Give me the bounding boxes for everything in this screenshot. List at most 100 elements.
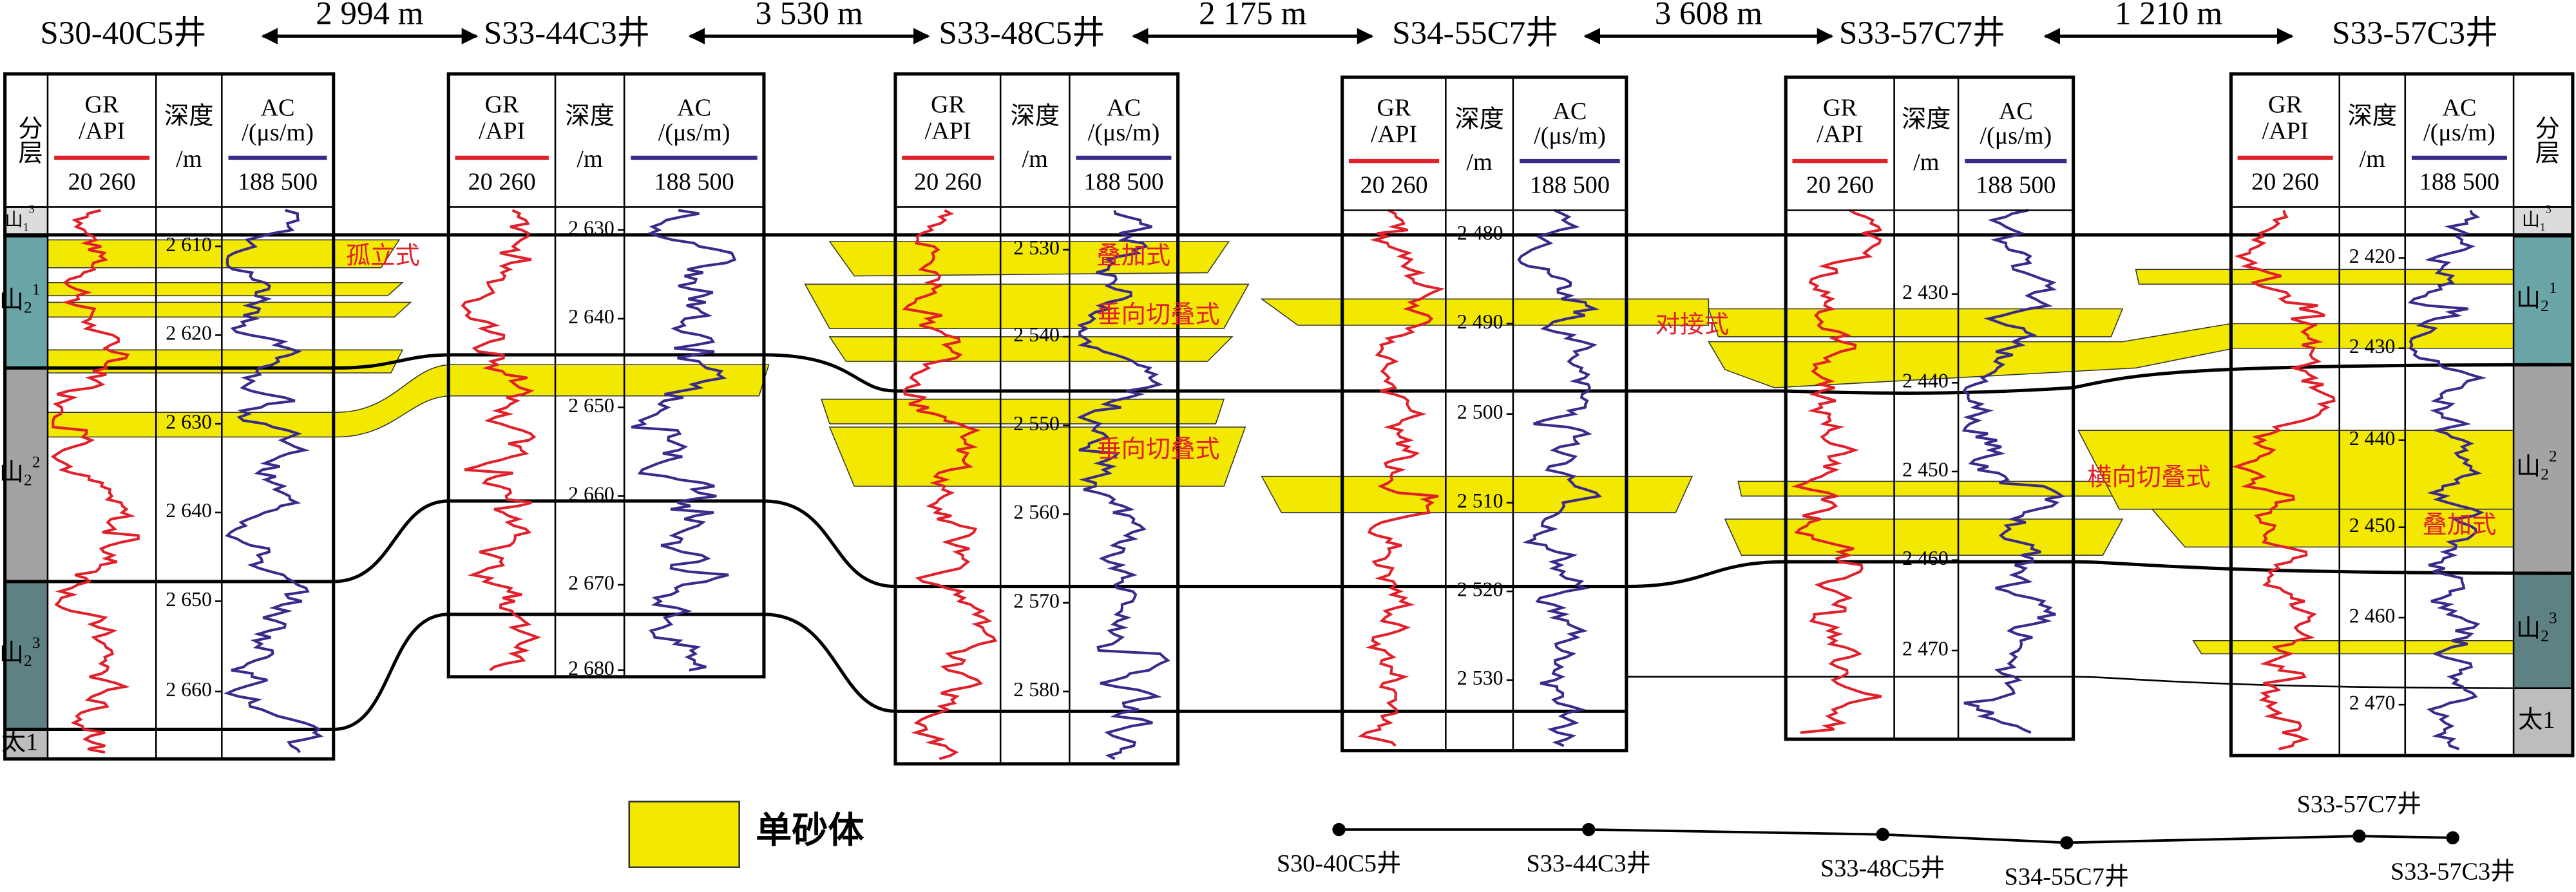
header-ac: AC xyxy=(1552,98,1587,125)
depth-label: 2 670 xyxy=(568,571,615,594)
distance-label: 2 175 m xyxy=(1199,0,1306,32)
depth-label: 2 470 xyxy=(1902,637,1949,660)
layer-sup: 3 xyxy=(29,203,35,216)
sand-body xyxy=(2135,269,2514,285)
header-depth: 深度 xyxy=(164,102,214,129)
gr-curve xyxy=(902,209,998,761)
well-frame xyxy=(2229,72,2575,757)
header-gr-scale: 20 260 xyxy=(2251,168,2319,195)
annotation: 垂向切叠式 xyxy=(1096,301,1219,328)
correlation-line xyxy=(1626,676,2573,689)
header-gr-scale: 20 260 xyxy=(1360,172,1427,199)
correlation-line xyxy=(5,499,2573,589)
depth-label: 2 630 xyxy=(568,216,615,239)
header-ac-scale: 188 500 xyxy=(2419,168,2499,195)
header-ac-scale: 188 500 xyxy=(654,168,734,195)
layer-base: 太1 xyxy=(2518,707,2555,734)
header-depth: 深度 xyxy=(1455,106,1503,133)
ac-curve xyxy=(1961,209,2066,734)
well-background xyxy=(1342,77,1627,751)
header-ac: AC xyxy=(260,95,294,122)
layer-band xyxy=(2514,688,2573,756)
well-name: S33-44C3井 xyxy=(484,15,650,52)
header-depth-unit: /m xyxy=(1913,149,1940,176)
sand-body xyxy=(1260,298,1710,326)
header-layer: 分层 xyxy=(2532,115,2559,165)
map-label: S33-44C3井 xyxy=(1527,850,1651,877)
well-name: S34-55C7井 xyxy=(1392,15,1558,52)
depth-label: 2 470 xyxy=(2349,691,2396,714)
map-label: S30-40C5井 xyxy=(1277,850,1401,877)
layer-label: 山22 xyxy=(2516,446,2557,483)
layer-base: 山 xyxy=(2516,453,2541,480)
gr-curve xyxy=(461,209,542,672)
header-ac: AC xyxy=(2442,95,2476,122)
header-ac-unit: /(μs/m) xyxy=(242,119,314,146)
depth-label: 2 680 xyxy=(568,657,615,679)
layer-sup: 2 xyxy=(2549,446,2557,465)
header-ac-unit: /(μs/m) xyxy=(1980,122,2052,149)
layer-base: 太1 xyxy=(1,728,38,755)
gr-curve xyxy=(1358,209,1445,747)
map-label: S33-57C7井 xyxy=(2297,791,2421,818)
depth-label: 2 630 xyxy=(166,410,212,433)
layer-label: 山21 xyxy=(0,280,40,316)
sand-body xyxy=(1737,480,2123,497)
ac-curve xyxy=(631,209,737,672)
header-depth: 深度 xyxy=(2348,102,2398,129)
depth-label: 2 560 xyxy=(1013,501,1060,524)
layer-band xyxy=(5,368,48,582)
depth-label: 2 430 xyxy=(2349,335,2396,357)
layer-band xyxy=(2514,207,2573,237)
header-gr-scale: 20 260 xyxy=(68,168,136,195)
depth-label: 2 440 xyxy=(2349,427,2396,450)
depth-label: 2 650 xyxy=(166,588,212,611)
depth-label: 2 480 xyxy=(1457,222,1503,244)
annotation: 垂向切叠式 xyxy=(1096,436,1219,463)
depth-label: 2 610 xyxy=(166,233,212,256)
header-gr: GR xyxy=(485,91,520,119)
layer-sub: 1 xyxy=(23,221,29,234)
correlation-line xyxy=(5,353,2573,395)
header-gr-scale: 20 260 xyxy=(468,168,536,195)
header-ac: AC xyxy=(1999,98,2033,125)
header-gr: GR xyxy=(1823,95,1858,122)
depth-label: 2 620 xyxy=(166,322,212,345)
layer-sup: 1 xyxy=(32,280,41,298)
depth-label: 2 580 xyxy=(1013,678,1060,701)
well-frame xyxy=(3,72,336,761)
layer-base: 山 xyxy=(2522,210,2540,231)
layer-label: 山22 xyxy=(0,452,40,489)
distance-label: 1 210 m xyxy=(2115,0,2222,32)
header-depth-unit: /m xyxy=(1022,146,1049,173)
ac-curve xyxy=(224,209,324,754)
header-layer: 分层 xyxy=(15,115,42,165)
distance-label: 2 994 m xyxy=(316,0,423,32)
depth-label: 2 570 xyxy=(1013,589,1060,612)
layer-base: 山 xyxy=(0,287,24,314)
header-gr-unit: /API xyxy=(924,117,971,144)
header-ac-unit: /(μs/m) xyxy=(658,119,730,146)
header-ac-unit: /(μs/m) xyxy=(1088,119,1160,146)
depth-label: 2 450 xyxy=(2349,514,2396,536)
depth-label: 2 440 xyxy=(1902,370,1949,392)
header-depth-unit: /m xyxy=(176,146,202,173)
header-depth: 深度 xyxy=(1902,106,1951,133)
layer-sub: 1 xyxy=(2540,221,2546,234)
sand-body xyxy=(1261,475,1693,513)
gr-curve xyxy=(50,209,140,754)
depth-label: 2 430 xyxy=(1902,281,1949,303)
header-gr: GR xyxy=(1377,95,1411,122)
ac-curve xyxy=(2407,209,2487,750)
depth-label: 2 550 xyxy=(1013,412,1060,435)
layer-sub: 2 xyxy=(24,651,32,670)
layer-band xyxy=(2514,236,2573,365)
layer-band xyxy=(5,207,48,237)
layer-label: 山23 xyxy=(0,633,40,670)
layer-label: 太1 xyxy=(1,728,38,755)
annotation: 叠加式 xyxy=(1096,242,1170,269)
header-ac-unit: /(μs/m) xyxy=(1534,122,1606,149)
layer-band xyxy=(5,236,48,368)
depth-label: 2 420 xyxy=(2349,245,2396,267)
